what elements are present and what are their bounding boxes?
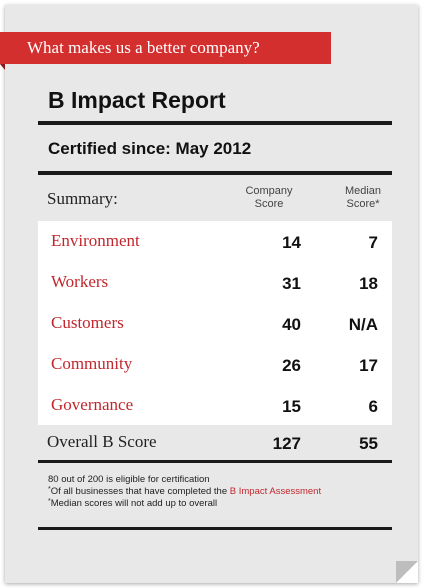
table-row: Community 26 17 bbox=[38, 345, 392, 385]
row-label: Customers bbox=[51, 313, 124, 332]
table-row: Environment 14 7 bbox=[38, 222, 392, 262]
header-line: Score* bbox=[346, 198, 380, 210]
certified-label: Certified since: bbox=[48, 139, 171, 158]
overall-label: Overall B Score bbox=[47, 432, 157, 451]
company-score: 40 bbox=[282, 315, 301, 334]
median-score: 55 bbox=[359, 434, 378, 453]
report-title: B Impact Report bbox=[48, 87, 226, 113]
footnote-text: Of all businesses that have completed th… bbox=[50, 486, 230, 497]
table-row: Governance 15 6 bbox=[38, 386, 392, 426]
median-score: 17 bbox=[359, 356, 378, 375]
company-score: 127 bbox=[272, 434, 301, 453]
company-score: 26 bbox=[282, 356, 301, 375]
row-label: Environment bbox=[51, 231, 140, 250]
company-score: 15 bbox=[282, 397, 301, 416]
divider bbox=[38, 121, 392, 125]
median-score: 6 bbox=[368, 397, 378, 416]
divider bbox=[38, 460, 392, 463]
overall-score-row: Overall B Score 127 55 bbox=[38, 423, 392, 463]
footnote: *Of all businesses that have completed t… bbox=[48, 486, 321, 498]
certified-since: Certified since: May 2012 bbox=[48, 139, 251, 159]
divider bbox=[38, 527, 392, 530]
header-line: Median bbox=[344, 185, 382, 197]
b-impact-card: What makes us a better company? B Impact… bbox=[0, 5, 418, 583]
divider bbox=[38, 171, 392, 175]
median-score: 7 bbox=[368, 233, 378, 252]
row-label: Workers bbox=[51, 272, 109, 291]
table-row: Workers 31 18 bbox=[38, 263, 392, 303]
company-score: 14 bbox=[282, 233, 301, 252]
company-score-header: Company Score bbox=[224, 185, 314, 211]
b-impact-assessment-link[interactable]: B Impact Assessment bbox=[229, 486, 322, 497]
footnotes: 80 out of 200 is eligible for certificat… bbox=[48, 474, 321, 510]
header-line: Company bbox=[245, 185, 293, 197]
footnote: *Median scores will not add up to overal… bbox=[48, 498, 321, 510]
footnote-text: Median scores will not add up to overall bbox=[50, 498, 218, 509]
median-score: N/A bbox=[348, 315, 378, 334]
row-label: Community bbox=[51, 354, 133, 373]
header-line: Score bbox=[254, 198, 284, 210]
headline-banner: What makes us a better company? bbox=[0, 32, 331, 64]
row-label: Governance bbox=[51, 395, 134, 414]
footnote-mark: * bbox=[48, 486, 51, 493]
footnote: 80 out of 200 is eligible for certificat… bbox=[48, 474, 210, 485]
company-score: 31 bbox=[282, 274, 301, 293]
median-score: 18 bbox=[359, 274, 378, 293]
scores-table bbox=[38, 221, 392, 425]
summary-label: Summary: bbox=[47, 189, 118, 208]
table-row: Customers 40 N/A bbox=[38, 304, 392, 344]
page-curl bbox=[396, 561, 418, 583]
median-score-header: Median Score* bbox=[318, 185, 408, 211]
certified-date: May 2012 bbox=[175, 139, 252, 158]
footnote-mark: * bbox=[48, 498, 51, 505]
banner-fold bbox=[0, 64, 5, 70]
